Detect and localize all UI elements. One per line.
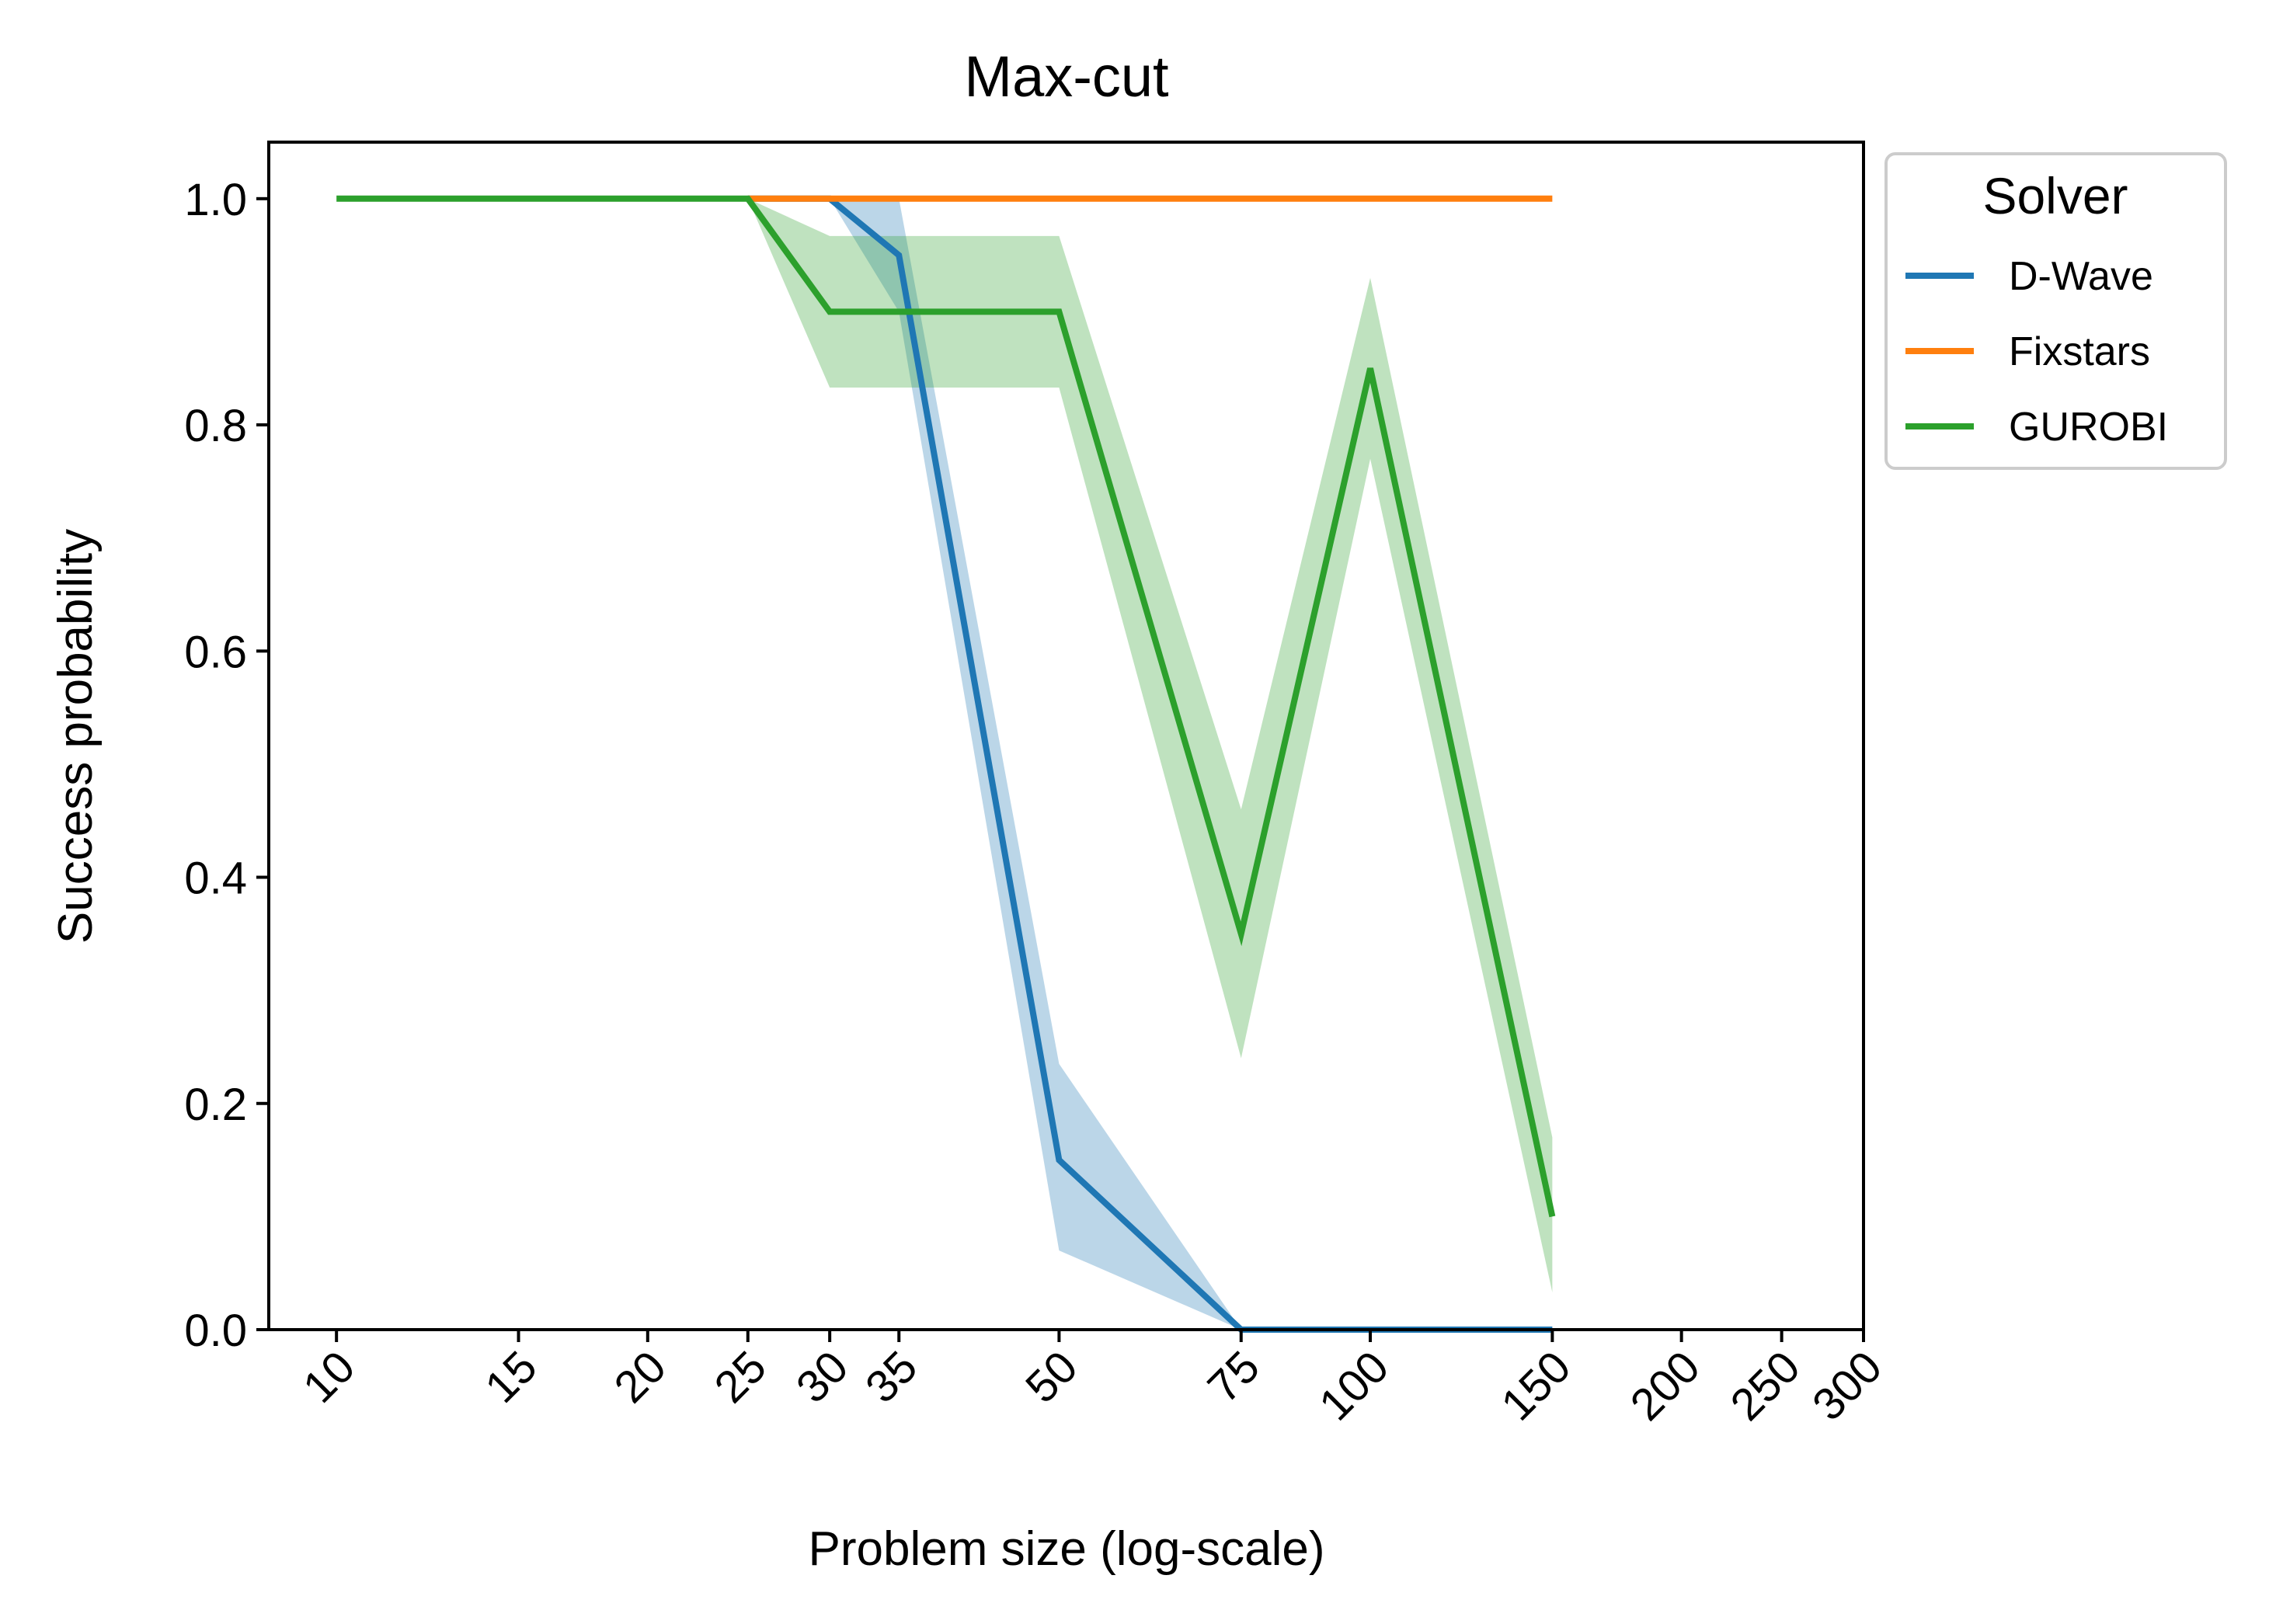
legend-title: Solver [1982,167,2128,224]
y-axis-ticks: 0.0 0.2 0.4 0.6 0.8 1.0 [184,175,269,1356]
y-axis-label: Success probability [49,529,103,944]
y-tick-label: 0.2 [184,1080,247,1130]
x-axis-label: Problem size (log-scale) [809,1522,1325,1576]
confidence-bands [336,198,1553,1330]
legend-label-fixstars: Fixstars [2009,329,2150,374]
legend-label-gurobi: GUROBI [2009,405,2168,450]
plot-frame [267,141,1865,1331]
y-tick-label: 0.4 [184,854,247,904]
gurobi-line [336,195,1556,1218]
chart-title: Max-cut [964,44,1169,109]
legend-label-d-wave: D-Wave [2009,254,2153,299]
d-wave-confidence-band [747,198,1553,1330]
y-tick-label: 0.6 [184,627,247,677]
y-tick-label: 0.8 [184,401,247,451]
gurobi-confidence-band [336,198,1553,1292]
y-tick-label: 0.0 [184,1306,247,1356]
y-tick-label: 1.0 [184,175,247,225]
legend-items: D-Wave Fixstars GUROBI [1905,254,2168,450]
legend-box [1884,152,2227,470]
legend: Solver D-Wave Fixstars GUROBI [1884,152,2227,470]
